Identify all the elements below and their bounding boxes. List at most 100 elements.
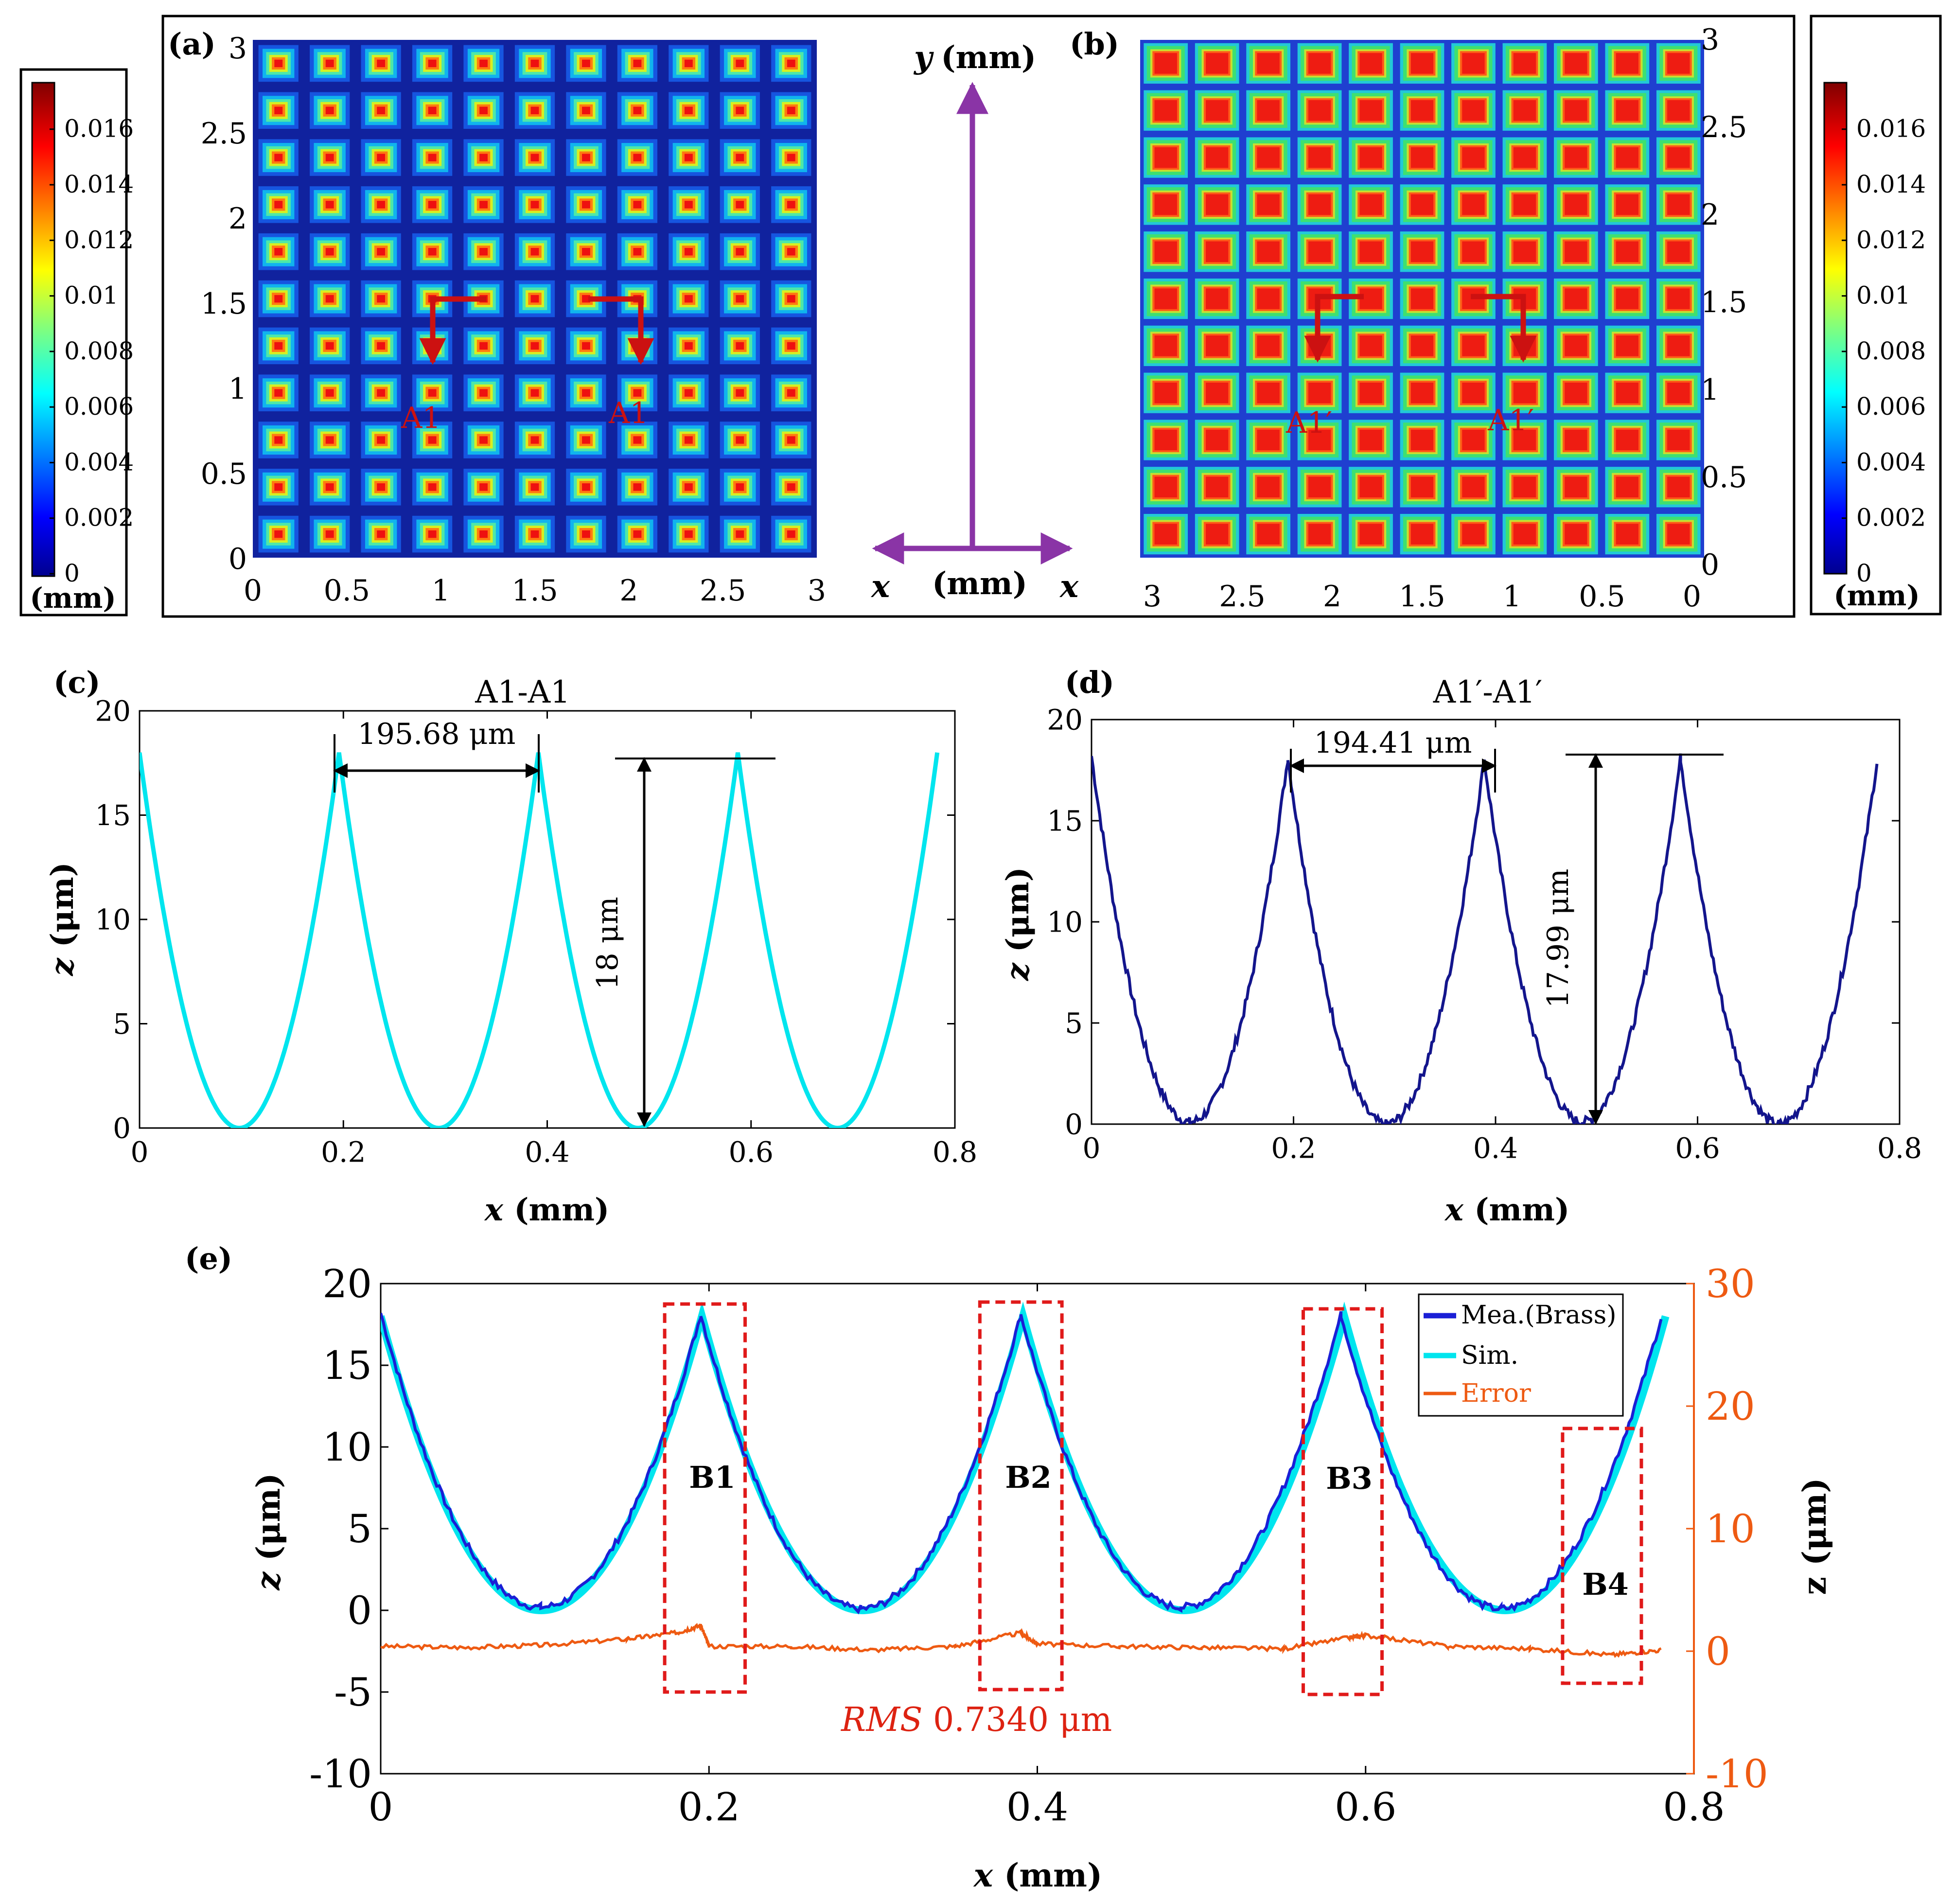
lens-ring <box>1667 382 1690 404</box>
lens-cell <box>1349 325 1393 366</box>
panel-e-boxes: B1 B2 B3 B4 <box>663 1300 1643 1696</box>
lens-ring <box>582 530 590 538</box>
lens-cell <box>258 515 299 553</box>
y-tick-label: 10 <box>95 903 131 936</box>
lens-cell <box>412 92 453 129</box>
lens-ring <box>1513 382 1536 404</box>
colorbar-left-unit: (mm) <box>30 582 116 615</box>
x-tick-label: 0 <box>131 1136 149 1169</box>
lens-cell <box>771 186 811 223</box>
lens-cell <box>1297 372 1342 413</box>
lens-ring <box>325 436 334 444</box>
y-tick-label: 1 <box>1701 373 1719 407</box>
colorbar-tick-label: 0.014 <box>1856 170 1926 198</box>
lens-ring <box>736 295 744 303</box>
lens-cell <box>617 469 658 506</box>
lens-cell <box>566 139 606 176</box>
lens-ring <box>1565 335 1587 356</box>
colorbar-tick-label: 0.01 <box>64 282 118 310</box>
x-tick-label: 0 <box>369 1784 393 1830</box>
lens-ring <box>1308 241 1331 262</box>
lens-ring <box>274 389 283 397</box>
lens-cell <box>514 374 555 411</box>
colorbar-tick-label: 0.016 <box>64 115 134 143</box>
y-tick-label: 15 <box>322 1343 372 1388</box>
lens-cell <box>669 233 709 270</box>
lens-cell <box>1451 467 1496 508</box>
lens-cell <box>258 45 299 82</box>
lens-ring <box>1359 476 1382 498</box>
marker-a1p-left <box>1304 294 1364 363</box>
lens-cell <box>1605 325 1650 366</box>
lens-cell <box>720 45 760 82</box>
rms-annotation-italic: RMS <box>840 1701 922 1739</box>
lens-ring <box>1359 382 1382 404</box>
panel-d-title: A1′-A1′ <box>1433 674 1543 710</box>
lens-cell <box>1246 137 1290 178</box>
y-axis-sketch-var: y <box>913 39 934 76</box>
lens-ring <box>1205 147 1229 168</box>
y-tick-label: 0 <box>1065 1108 1083 1141</box>
lens-ring <box>1513 524 1536 545</box>
y-tick-label: 5 <box>1065 1006 1083 1040</box>
lens-cell <box>412 186 453 223</box>
lens-ring <box>428 530 437 538</box>
lens-cell <box>310 92 350 129</box>
lens-ring <box>530 154 539 161</box>
lens-ring <box>736 59 744 68</box>
lens-ring <box>1462 53 1485 74</box>
lens-cell <box>1502 467 1547 508</box>
lens-ring <box>1154 194 1177 215</box>
x-tick-label: 1 <box>1503 580 1521 614</box>
panel-d-ticks: 0 0.2 0.4 0.6 0.8 0 5 10 15 20 <box>1047 703 1922 1164</box>
x-tick-label: 0.4 <box>525 1136 569 1169</box>
lens-cell <box>566 422 606 458</box>
lens-cell <box>669 139 709 176</box>
lens-ring <box>787 295 795 303</box>
lens-ring <box>684 342 693 350</box>
lens-cell <box>669 92 709 129</box>
lens-ring <box>377 530 386 538</box>
lens-ring <box>479 483 488 491</box>
colorbar-tick-label: 0.004 <box>1856 448 1926 476</box>
lens-cell <box>1656 467 1701 508</box>
lens-ring <box>1565 100 1587 121</box>
lens-ring <box>1667 429 1690 451</box>
lens-cell <box>1297 231 1342 272</box>
lens-ring <box>1667 476 1690 498</box>
legend-label-measured: Mea.(Brass) <box>1461 1301 1617 1330</box>
panel-d-plot <box>1092 753 1879 1124</box>
lens-ring <box>428 59 437 68</box>
lens-cell <box>412 45 453 82</box>
lens-ring <box>1616 194 1639 215</box>
lens-ring <box>1205 53 1229 74</box>
region-box-label: B3 <box>1326 1461 1373 1496</box>
lens-ring <box>1565 524 1587 545</box>
panel-b-grid <box>1144 43 1701 555</box>
lens-cell <box>1297 513 1342 555</box>
y-tick-label: 0 <box>229 542 247 576</box>
lens-ring <box>479 106 488 114</box>
lens-cell <box>514 92 555 129</box>
panel-b-ticks: 3 2.5 2 1.5 1 0.5 00 0.5 1 1.5 2 2.5 3 <box>1143 23 1747 614</box>
y-tick-label: 0 <box>113 1111 131 1145</box>
lens-cell <box>1451 90 1496 131</box>
rms-annotation: RMS 0.7340 μm <box>840 1701 1112 1739</box>
lens-cell <box>1246 325 1290 366</box>
x-tick-label: 0.6 <box>1335 1784 1396 1830</box>
lens-cell <box>1246 372 1290 413</box>
lens-ring <box>1205 429 1229 451</box>
lens-ring <box>684 106 693 114</box>
lens-cell <box>1246 231 1290 272</box>
lens-ring <box>1667 100 1690 121</box>
lens-cell <box>514 139 555 176</box>
lens-cell <box>1554 513 1598 555</box>
y2-tick-label: 10 <box>1706 1506 1755 1551</box>
x-tick-label: 0.8 <box>933 1136 977 1169</box>
lens-ring <box>274 295 283 303</box>
lens-cell <box>566 374 606 411</box>
region-box-1 <box>663 1302 747 1694</box>
panel-c-xlabel-unit: (mm) <box>503 1192 609 1228</box>
lens-cell <box>566 233 606 270</box>
lens-cell <box>310 280 350 317</box>
